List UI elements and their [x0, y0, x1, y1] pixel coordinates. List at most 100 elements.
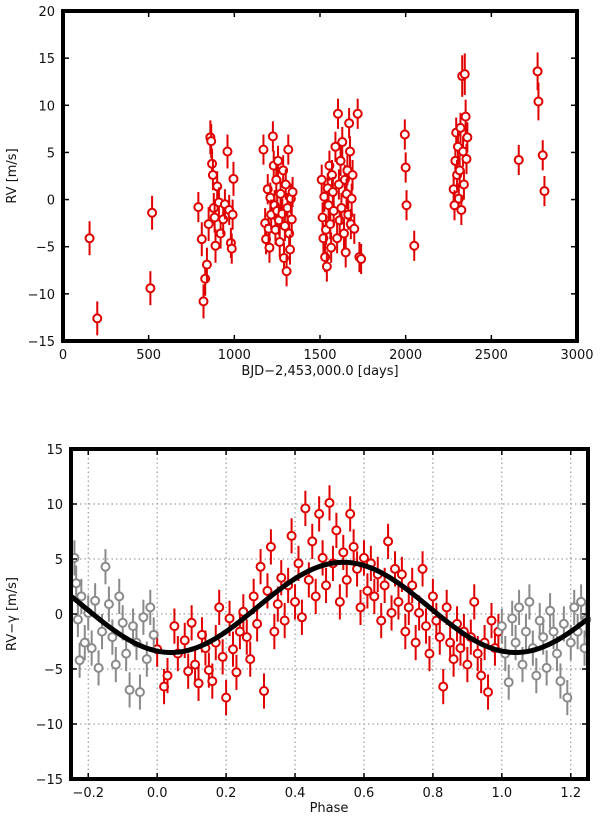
- data-point: [227, 644, 238, 655]
- data-point: [212, 181, 223, 192]
- data-point: [203, 219, 214, 230]
- data-point: [272, 599, 283, 610]
- data-point: [486, 615, 497, 626]
- data-point: [462, 132, 473, 143]
- data-point: [273, 155, 284, 166]
- data-point: [241, 632, 252, 643]
- data-point: [414, 607, 425, 618]
- x-tick-label: 2500: [475, 348, 508, 363]
- y-tick-label: 0: [55, 608, 63, 623]
- data-point: [207, 170, 218, 181]
- data-point: [303, 574, 314, 585]
- data-point: [332, 233, 343, 244]
- x-tick-label: 0.0: [147, 786, 168, 801]
- data-point: [569, 602, 580, 613]
- data-point: [533, 96, 544, 107]
- data-point: [145, 283, 156, 294]
- x-tick-label: 1500: [303, 348, 336, 363]
- data-point: [448, 654, 459, 665]
- data-point: [565, 637, 576, 648]
- data-point: [320, 252, 331, 263]
- data-point: [264, 242, 275, 253]
- model-curve: [69, 559, 590, 656]
- data-point: [262, 585, 273, 596]
- data-point: [400, 162, 411, 173]
- data-point: [326, 242, 337, 253]
- data-point: [417, 563, 428, 574]
- data-point: [218, 214, 229, 225]
- data-point: [336, 203, 347, 214]
- data-point: [538, 632, 549, 643]
- data-point: [507, 613, 518, 624]
- data-point: [276, 572, 287, 583]
- data-point: [234, 626, 245, 637]
- data-point: [551, 648, 562, 659]
- data-point: [265, 541, 276, 552]
- data-point: [134, 687, 145, 698]
- data-point: [346, 193, 357, 204]
- data-point: [93, 662, 104, 673]
- data-point: [321, 580, 332, 591]
- data-point: [307, 536, 318, 547]
- data-point: [138, 612, 149, 623]
- data-point: [222, 146, 233, 157]
- data-point: [344, 118, 355, 129]
- data-point: [503, 677, 514, 688]
- data-point: [110, 659, 121, 670]
- data-point: [461, 154, 472, 165]
- y-tick-label: −5: [36, 241, 55, 256]
- data-point: [269, 626, 280, 637]
- data-point: [196, 234, 207, 245]
- data-point: [71, 578, 82, 589]
- data-point: [441, 602, 452, 613]
- data-point: [200, 273, 211, 284]
- x-tick-label: 0.8: [423, 786, 444, 801]
- data-point: [92, 313, 103, 324]
- data-point: [107, 632, 118, 643]
- data-point: [286, 214, 297, 225]
- data-point: [403, 602, 414, 613]
- data-point: [321, 261, 332, 272]
- top-x-axis-label: BJD−2,453,000.0 [days]: [241, 364, 398, 379]
- data-point: [483, 687, 494, 698]
- data-point: [271, 174, 282, 185]
- data-point: [280, 179, 291, 190]
- data-point: [79, 637, 90, 648]
- data-point: [399, 129, 410, 140]
- data-point: [84, 233, 95, 244]
- data-point: [186, 617, 197, 628]
- data-point: [224, 613, 235, 624]
- data-point: [407, 580, 418, 591]
- data-point: [145, 602, 156, 613]
- data-point: [193, 678, 204, 689]
- data-point: [340, 247, 351, 258]
- data-point: [532, 66, 543, 77]
- data-point: [286, 530, 297, 541]
- data-point: [228, 173, 239, 184]
- top-panel: 0 500 1000 1500 2000 2500 3000 −15 −10 −5 0 5 10 15 20…: [5, 5, 594, 379]
- data-point: [141, 654, 152, 665]
- data-point: [338, 228, 349, 239]
- data-point: [393, 596, 404, 607]
- data-point: [332, 108, 343, 119]
- data-point: [255, 561, 266, 572]
- data-point: [183, 666, 194, 677]
- data-point: [469, 596, 480, 607]
- data-point: [124, 684, 135, 695]
- data-point: [327, 187, 338, 198]
- data-point: [283, 144, 294, 155]
- data-point: [198, 296, 209, 307]
- data-point: [193, 202, 204, 213]
- y-tick-label: 0: [47, 194, 55, 209]
- data-point: [347, 170, 358, 181]
- data-point: [438, 681, 449, 692]
- y-tick-label: −10: [36, 718, 63, 733]
- data-point: [496, 621, 507, 632]
- data-point: [434, 632, 445, 643]
- x-tick-label: 1000: [218, 348, 251, 363]
- data-point: [358, 552, 369, 563]
- data-point: [558, 618, 569, 629]
- x-tick-label: 0.6: [354, 786, 375, 801]
- data-point: [293, 558, 304, 569]
- data-point: [409, 240, 420, 251]
